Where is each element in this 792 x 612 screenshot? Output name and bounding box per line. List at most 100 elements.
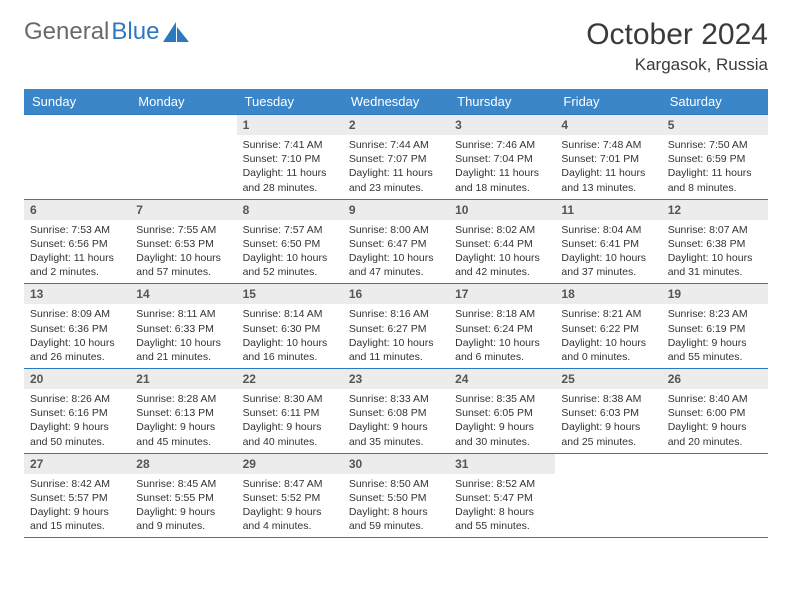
day-number: 20 — [24, 369, 130, 389]
weekday-header: Friday — [555, 89, 661, 115]
calendar-cell: 13Sunrise: 8:09 AMSunset: 6:36 PMDayligh… — [24, 284, 130, 369]
calendar-cell: 14Sunrise: 8:11 AMSunset: 6:33 PMDayligh… — [130, 284, 236, 369]
day-number: 3 — [449, 115, 555, 135]
calendar-row: 6Sunrise: 7:53 AMSunset: 6:56 PMDaylight… — [24, 199, 768, 284]
day-info: Sunrise: 8:28 AMSunset: 6:13 PMDaylight:… — [130, 389, 236, 453]
calendar-cell — [24, 115, 130, 200]
day-info: Sunrise: 7:46 AMSunset: 7:04 PMDaylight:… — [449, 135, 555, 199]
day-info: Sunrise: 8:09 AMSunset: 6:36 PMDaylight:… — [24, 304, 130, 368]
calendar-row: 20Sunrise: 8:26 AMSunset: 6:16 PMDayligh… — [24, 369, 768, 454]
day-info: Sunrise: 8:11 AMSunset: 6:33 PMDaylight:… — [130, 304, 236, 368]
day-info: Sunrise: 8:26 AMSunset: 6:16 PMDaylight:… — [24, 389, 130, 453]
day-number: 19 — [662, 284, 768, 304]
calendar-cell — [130, 115, 236, 200]
day-number: 29 — [237, 454, 343, 474]
calendar-cell: 10Sunrise: 8:02 AMSunset: 6:44 PMDayligh… — [449, 199, 555, 284]
day-number: 2 — [343, 115, 449, 135]
brand-part1: General — [24, 18, 109, 46]
day-info: Sunrise: 8:16 AMSunset: 6:27 PMDaylight:… — [343, 304, 449, 368]
day-info: Sunrise: 8:30 AMSunset: 6:11 PMDaylight:… — [237, 389, 343, 453]
day-info: Sunrise: 8:40 AMSunset: 6:00 PMDaylight:… — [662, 389, 768, 453]
day-info: Sunrise: 8:33 AMSunset: 6:08 PMDaylight:… — [343, 389, 449, 453]
calendar-cell: 15Sunrise: 8:14 AMSunset: 6:30 PMDayligh… — [237, 284, 343, 369]
calendar-cell: 24Sunrise: 8:35 AMSunset: 6:05 PMDayligh… — [449, 369, 555, 454]
calendar-cell: 22Sunrise: 8:30 AMSunset: 6:11 PMDayligh… — [237, 369, 343, 454]
day-number: 21 — [130, 369, 236, 389]
brand-logo: GeneralBlue — [24, 18, 189, 46]
calendar-cell: 8Sunrise: 7:57 AMSunset: 6:50 PMDaylight… — [237, 199, 343, 284]
calendar-cell: 7Sunrise: 7:55 AMSunset: 6:53 PMDaylight… — [130, 199, 236, 284]
calendar-cell: 25Sunrise: 8:38 AMSunset: 6:03 PMDayligh… — [555, 369, 661, 454]
calendar-cell: 29Sunrise: 8:47 AMSunset: 5:52 PMDayligh… — [237, 453, 343, 538]
calendar-cell: 11Sunrise: 8:04 AMSunset: 6:41 PMDayligh… — [555, 199, 661, 284]
weekday-header: Wednesday — [343, 89, 449, 115]
day-number: 15 — [237, 284, 343, 304]
calendar-row: 27Sunrise: 8:42 AMSunset: 5:57 PMDayligh… — [24, 453, 768, 538]
day-number: 6 — [24, 200, 130, 220]
weekday-header: Monday — [130, 89, 236, 115]
day-number: 27 — [24, 454, 130, 474]
calendar-cell: 26Sunrise: 8:40 AMSunset: 6:00 PMDayligh… — [662, 369, 768, 454]
calendar-row: 13Sunrise: 8:09 AMSunset: 6:36 PMDayligh… — [24, 284, 768, 369]
sail-icon — [163, 22, 189, 42]
day-number: 13 — [24, 284, 130, 304]
day-number: 10 — [449, 200, 555, 220]
day-number: 14 — [130, 284, 236, 304]
day-info: Sunrise: 8:50 AMSunset: 5:50 PMDaylight:… — [343, 474, 449, 538]
calendar-cell: 6Sunrise: 7:53 AMSunset: 6:56 PMDaylight… — [24, 199, 130, 284]
day-number: 24 — [449, 369, 555, 389]
calendar-cell: 27Sunrise: 8:42 AMSunset: 5:57 PMDayligh… — [24, 453, 130, 538]
calendar-cell: 17Sunrise: 8:18 AMSunset: 6:24 PMDayligh… — [449, 284, 555, 369]
day-number: 18 — [555, 284, 661, 304]
day-number: 1 — [237, 115, 343, 135]
title-block: October 2024 Kargasok, Russia — [586, 18, 768, 75]
day-number: 8 — [237, 200, 343, 220]
day-number: 12 — [662, 200, 768, 220]
calendar-cell: 19Sunrise: 8:23 AMSunset: 6:19 PMDayligh… — [662, 284, 768, 369]
weekday-header-row: SundayMondayTuesdayWednesdayThursdayFrid… — [24, 89, 768, 115]
day-info: Sunrise: 8:42 AMSunset: 5:57 PMDaylight:… — [24, 474, 130, 538]
calendar-row: 1Sunrise: 7:41 AMSunset: 7:10 PMDaylight… — [24, 115, 768, 200]
calendar-cell: 30Sunrise: 8:50 AMSunset: 5:50 PMDayligh… — [343, 453, 449, 538]
day-number: 25 — [555, 369, 661, 389]
day-number: 7 — [130, 200, 236, 220]
day-info: Sunrise: 8:04 AMSunset: 6:41 PMDaylight:… — [555, 220, 661, 284]
day-info: Sunrise: 8:47 AMSunset: 5:52 PMDaylight:… — [237, 474, 343, 538]
day-number: 17 — [449, 284, 555, 304]
day-number: 11 — [555, 200, 661, 220]
day-info: Sunrise: 8:07 AMSunset: 6:38 PMDaylight:… — [662, 220, 768, 284]
day-info: Sunrise: 7:48 AMSunset: 7:01 PMDaylight:… — [555, 135, 661, 199]
calendar-cell — [662, 453, 768, 538]
day-number: 4 — [555, 115, 661, 135]
day-number: 31 — [449, 454, 555, 474]
calendar-cell: 21Sunrise: 8:28 AMSunset: 6:13 PMDayligh… — [130, 369, 236, 454]
weekday-header: Sunday — [24, 89, 130, 115]
day-info: Sunrise: 7:53 AMSunset: 6:56 PMDaylight:… — [24, 220, 130, 284]
day-info: Sunrise: 8:00 AMSunset: 6:47 PMDaylight:… — [343, 220, 449, 284]
day-info: Sunrise: 7:55 AMSunset: 6:53 PMDaylight:… — [130, 220, 236, 284]
day-info: Sunrise: 8:52 AMSunset: 5:47 PMDaylight:… — [449, 474, 555, 538]
day-info: Sunrise: 8:38 AMSunset: 6:03 PMDaylight:… — [555, 389, 661, 453]
day-info: Sunrise: 8:14 AMSunset: 6:30 PMDaylight:… — [237, 304, 343, 368]
calendar-cell: 3Sunrise: 7:46 AMSunset: 7:04 PMDaylight… — [449, 115, 555, 200]
day-number: 30 — [343, 454, 449, 474]
day-number: 23 — [343, 369, 449, 389]
calendar-cell: 4Sunrise: 7:48 AMSunset: 7:01 PMDaylight… — [555, 115, 661, 200]
weekday-header: Thursday — [449, 89, 555, 115]
weekday-header: Saturday — [662, 89, 768, 115]
day-info: Sunrise: 7:44 AMSunset: 7:07 PMDaylight:… — [343, 135, 449, 199]
location: Kargasok, Russia — [586, 55, 768, 75]
day-info: Sunrise: 7:41 AMSunset: 7:10 PMDaylight:… — [237, 135, 343, 199]
month-title: October 2024 — [586, 18, 768, 52]
calendar-cell: 1Sunrise: 7:41 AMSunset: 7:10 PMDaylight… — [237, 115, 343, 200]
day-info: Sunrise: 7:57 AMSunset: 6:50 PMDaylight:… — [237, 220, 343, 284]
header: GeneralBlue October 2024 Kargasok, Russi… — [24, 18, 768, 75]
calendar-body: 1Sunrise: 7:41 AMSunset: 7:10 PMDaylight… — [24, 115, 768, 538]
calendar-cell — [555, 453, 661, 538]
brand-part2: Blue — [111, 18, 159, 46]
calendar-cell: 20Sunrise: 8:26 AMSunset: 6:16 PMDayligh… — [24, 369, 130, 454]
calendar-cell: 31Sunrise: 8:52 AMSunset: 5:47 PMDayligh… — [449, 453, 555, 538]
day-info: Sunrise: 7:50 AMSunset: 6:59 PMDaylight:… — [662, 135, 768, 199]
day-info: Sunrise: 8:18 AMSunset: 6:24 PMDaylight:… — [449, 304, 555, 368]
calendar-cell: 2Sunrise: 7:44 AMSunset: 7:07 PMDaylight… — [343, 115, 449, 200]
